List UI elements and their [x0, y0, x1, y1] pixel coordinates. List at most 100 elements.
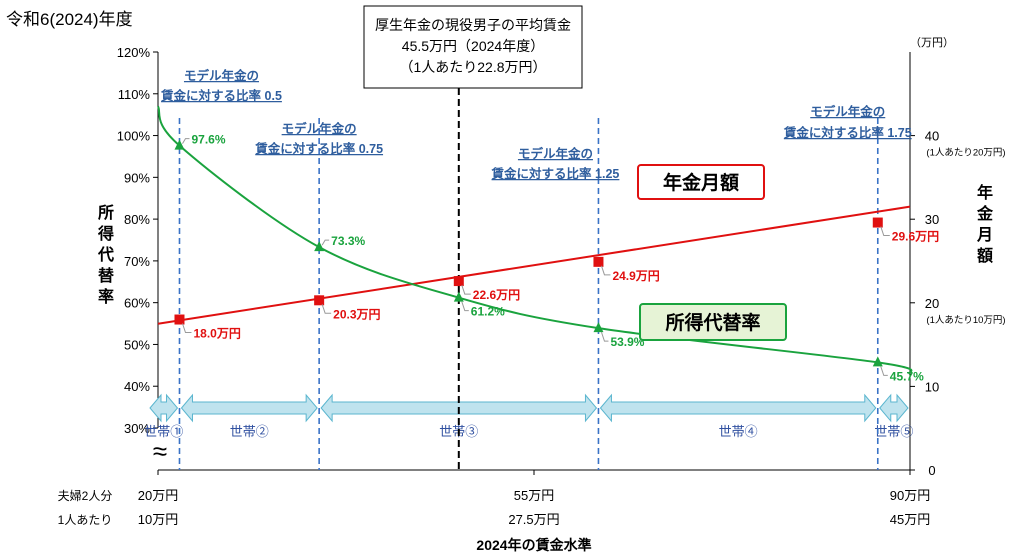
x-tick-label-couple: 90万円	[890, 488, 930, 503]
ratio-leader	[461, 301, 469, 312]
ratio-data-label: 97.6%	[191, 133, 225, 147]
y-axis-title-right-char: 金	[976, 204, 994, 223]
y-axis-title-right-char: 年	[977, 183, 993, 202]
x-tick-label-couple: 55万円	[514, 488, 554, 503]
y-axis-title-left-char: 率	[98, 287, 114, 306]
ratio-annotation-line1: モデル年金の	[184, 68, 259, 83]
x-tick-label-couple: 20万円	[138, 488, 178, 503]
household-arrow	[149, 393, 179, 423]
pension-marker	[453, 276, 464, 287]
y-left-tick-label: 90%	[124, 170, 150, 185]
ratio-annotation-line2: 賃金に対する比率 1.75	[783, 125, 912, 140]
pension-series-line	[157, 205, 911, 325]
legend-pension-label: 年金月額	[663, 171, 739, 194]
ratio-annotation-line1: モデル年金の	[518, 146, 593, 161]
legend-pension-box: 年金月額	[637, 164, 765, 200]
pension-marker	[174, 314, 185, 325]
axis-break-mark: ≈	[153, 436, 167, 466]
legend-ratio-label: 所得代替率	[665, 311, 760, 334]
y-right-note: (1人あたり10万円)	[926, 315, 1005, 326]
pension-leader	[600, 265, 611, 276]
y-right-tick-label: 20	[925, 296, 939, 311]
y-right-tick-label: 40	[925, 129, 939, 144]
x-row-label-couple: 夫婦2人分	[58, 488, 113, 503]
x-tick-label-single: 10万円	[138, 512, 178, 527]
ratio-data-label: 45.7%	[890, 369, 924, 383]
ratio-marker	[314, 241, 325, 252]
y-right-tick-label: 10	[925, 379, 939, 394]
x-axis-title: 2024年の賃金水準	[476, 537, 591, 553]
pension-leader	[880, 226, 890, 237]
x-tick-label-single: 27.5万円	[508, 512, 559, 527]
pension-data-label: 22.6万円	[473, 288, 520, 302]
pension-data-label: 18.0万円	[193, 327, 240, 341]
ratio-annotation-line2: 賃金に対する比率 1.25	[491, 166, 620, 181]
ratio-annotation-line1: モデル年金の	[282, 121, 357, 136]
household-bands: 世帯①世帯②世帯③世帯④世帯⑤	[144, 393, 913, 439]
y-left-tick-label: 30%	[124, 421, 150, 436]
y-left-tick-label: 40%	[124, 379, 150, 394]
pension-data-label: 20.3万円	[333, 307, 380, 321]
legend-ratio-box: 所得代替率	[639, 303, 787, 341]
y-left-tick-label: 70%	[124, 254, 150, 269]
ratio-data-label: 53.9%	[610, 335, 644, 349]
household-arrow	[879, 393, 909, 423]
x-row-label-single: 1人あたり	[58, 513, 113, 527]
y-axis-title-left-char: 得	[97, 224, 114, 243]
ratio-annotation-line2: 賃金に対する比率 0.75	[254, 141, 383, 156]
ratio-marker	[174, 139, 185, 150]
ratio-data-label: 61.2%	[471, 305, 505, 319]
household-arrow	[599, 393, 877, 423]
ratio-leader	[600, 331, 609, 342]
callout-line-2: 45.5万円（2024年度）	[402, 38, 544, 54]
y-left-tick-label: 50%	[124, 337, 150, 352]
ratio-leader	[880, 366, 888, 376]
ratio-leader	[182, 138, 190, 144]
callout-line-3: （1人あたり22.8万円）	[399, 59, 546, 75]
ratio-data-label: 73.3%	[331, 234, 365, 248]
y-axis-title-left: 所得代替率	[97, 204, 114, 306]
pension-leader	[321, 304, 332, 314]
household-arrow	[180, 393, 318, 423]
ratio-series-line	[157, 105, 913, 375]
ratio-leader	[321, 239, 330, 246]
ratio-marker	[872, 356, 883, 367]
y-right-note: (1人あたり20万円)	[926, 148, 1005, 159]
y-axis-title-right-char: 額	[976, 246, 993, 265]
series-layer: 18.0万円 97.6% 20.3万円 73.3% 22.6万円 61.2% 24.9万円 5…	[157, 88, 939, 470]
y-left-tick-label: 60%	[124, 296, 150, 311]
y-axis-title-left-char: 代	[97, 245, 114, 264]
ratio-annotation-line2: 賃金に対する比率 0.5	[160, 88, 282, 103]
pension-marker	[872, 217, 883, 228]
y-axis-title-left-char: 替	[98, 266, 114, 285]
household-label: 世帯④	[719, 424, 758, 439]
y-left-tick-label: 120%	[117, 45, 151, 60]
household-label: 世帯①	[144, 424, 183, 439]
callout-line-1: 厚生年金の現役男子の平均賃金	[375, 17, 571, 33]
y-right-tick-label: 0	[928, 463, 935, 478]
ratio-marker	[453, 291, 464, 302]
average-wage-callout: 厚生年金の現役男子の平均賃金 45.5万円（2024年度） （1人あたり22.8…	[363, 5, 583, 89]
y-left-tick-label: 100%	[117, 129, 151, 144]
y-left-tick-label: 80%	[124, 212, 150, 227]
pension-data-label: 24.9万円	[612, 269, 659, 283]
page-title: 令和6(2024)年度	[6, 10, 133, 29]
ratio-marker	[593, 322, 604, 333]
x-tick-label-single: 45万円	[890, 512, 930, 527]
pension-leader	[182, 323, 192, 334]
pension-leader	[461, 284, 471, 295]
axes-layer: 30% 40% 50% 60% 70% 80% 90% 100% 110% 120% ≈0 10 20 3…	[58, 36, 1006, 553]
y-axis-title-right-char: 月	[976, 226, 993, 244]
y-axis-title-right: 年金月額	[976, 183, 994, 265]
pension-data-label: 29.6万円	[892, 230, 939, 244]
y-right-tick-label: 30	[925, 212, 939, 227]
y-left-tick-label: 110%	[118, 87, 151, 102]
y-axis-title-left-char: 所	[98, 204, 114, 222]
ratio-annotation-line1: モデル年金の	[810, 104, 885, 119]
